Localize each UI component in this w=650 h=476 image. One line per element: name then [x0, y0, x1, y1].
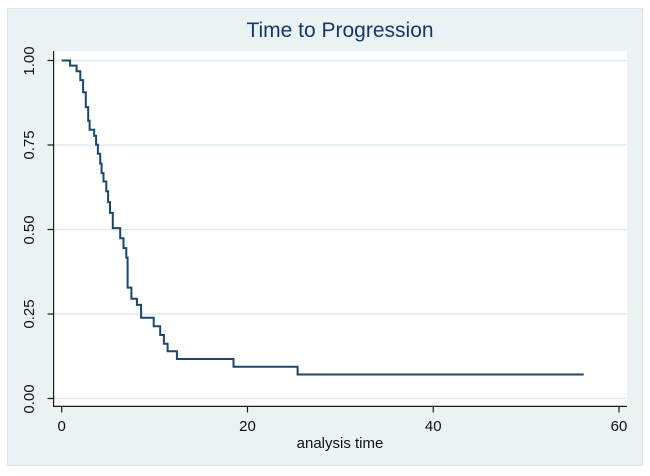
y-tick-label: 0.00: [21, 383, 38, 414]
km-figure: Time to Progression 1.00 0.75 0.50 0.25 0.00…: [7, 8, 643, 466]
chart-title: Time to Progression: [246, 19, 434, 42]
x-tick-label: 20: [239, 418, 256, 435]
x-tick-label: 0: [57, 418, 66, 435]
y-tick-label: 1.00: [21, 45, 38, 76]
y-tick-label: 0.50: [21, 214, 38, 245]
x-axis-title: analysis time: [296, 435, 384, 452]
plot-area: [47, 51, 627, 413]
km-survival-curve: [61, 59, 584, 376]
x-tick-label: 40: [424, 418, 442, 435]
x-tick-label: 60: [610, 418, 628, 435]
y-tick-label: 0.25: [21, 299, 38, 329]
km-plot-canvas: [47, 51, 627, 413]
y-tick-label: 0.75: [21, 130, 38, 160]
